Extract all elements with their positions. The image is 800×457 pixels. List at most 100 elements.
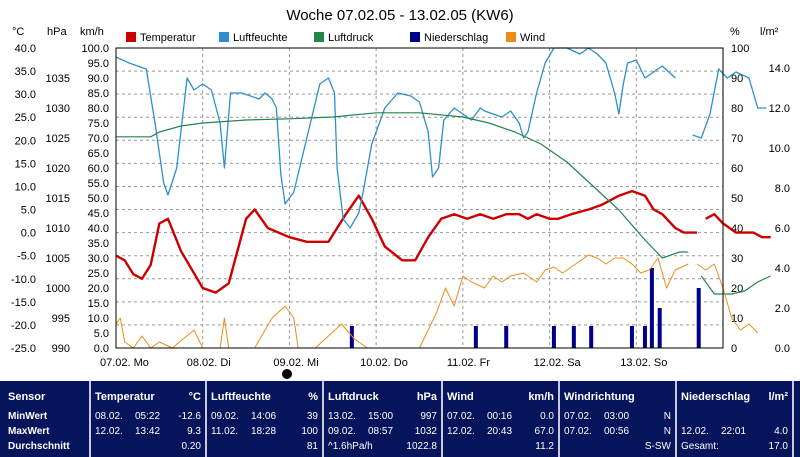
press-tick-label: 1010: [46, 223, 70, 235]
wind-time: 00:16: [487, 411, 513, 422]
luftdruck-time: 15:00: [368, 411, 394, 422]
humid-tick-label: 30: [731, 253, 743, 265]
wind-time: 20:43: [487, 426, 513, 437]
humid-unit-label: %: [730, 26, 740, 38]
temp-tick-label: 35.0: [15, 66, 36, 78]
temp-tick-label: -15.0: [11, 297, 36, 309]
luftfeuchte-value: 81: [306, 441, 318, 452]
windrichtung-time: 00:56: [604, 426, 630, 437]
temp-tick-label: 15.0: [15, 158, 36, 170]
rain-bar: [349, 326, 354, 348]
rain-bar: [589, 326, 594, 348]
rain-bars: [349, 268, 701, 348]
wind-tick-label: 0.0: [94, 343, 109, 355]
wind-tick-label: 75.0: [88, 118, 109, 130]
rain-bar: [649, 268, 654, 348]
wind-tick-label: 65.0: [88, 148, 109, 160]
rain-bar: [657, 308, 662, 348]
column-separator: [441, 381, 443, 457]
temp-tick-label: -10.0: [11, 274, 36, 286]
series-line-wind: [696, 263, 759, 334]
luftfeuchte-time: 18:28: [251, 426, 277, 437]
series-line-luftfeuchte: [115, 47, 676, 229]
wind-tick-label: 85.0: [88, 88, 109, 100]
temp-tick-label: -5.0: [17, 251, 36, 263]
x-tick-label: 08.02. Di: [187, 357, 231, 369]
press-tick-label: 1020: [46, 163, 70, 175]
press-tick-label: 1025: [46, 133, 70, 145]
luftfeuchte-header: Luftfeuchte: [211, 391, 271, 403]
luftfeuchte-time: 14:06: [251, 411, 277, 422]
luftfeuchte-date: 09.02.: [211, 411, 239, 422]
column-separator: [558, 381, 560, 457]
x-tick-label: 13.02. So: [620, 357, 667, 369]
press-tick-label: 1005: [46, 253, 70, 265]
temperatur-value: 9.3: [187, 426, 201, 437]
niederschlag-value: 17.0: [768, 441, 788, 452]
legend-label: Wind: [520, 32, 545, 44]
luftdruck-value: 1022.8: [406, 441, 437, 452]
humid-tick-label: 0: [731, 343, 737, 355]
rain-tick-label: 0.0: [775, 343, 790, 355]
column-separator: [675, 381, 677, 457]
chart-title: Woche 07.02.05 - 13.02.05 (KW6): [286, 7, 513, 24]
wind-tick-label: 95.0: [88, 58, 109, 70]
temperatur-time: 13:42: [135, 426, 161, 437]
series-line-temperatur: [115, 189, 697, 294]
moon-phase-icon: [282, 369, 292, 379]
legend-swatch: [314, 32, 324, 42]
column-separator: [792, 381, 794, 457]
legend-swatch: [506, 32, 516, 42]
sensor-row-label: MaxWert: [8, 426, 50, 437]
luftfeuchte-value: 39: [306, 411, 318, 422]
legend-label: Luftdruck: [328, 32, 374, 44]
wind-tick-label: 30.0: [88, 253, 109, 265]
temp-tick-label: -25.0: [11, 343, 36, 355]
wind-tick-label: 80.0: [88, 103, 109, 115]
wind-tick-label: 45.0: [88, 208, 109, 220]
wind-tick-label: 60.0: [88, 163, 109, 175]
temperatur-unit: °C: [188, 391, 201, 403]
wind-tick-label: 5.0: [94, 328, 109, 340]
rain-tick-label: 6.0: [775, 223, 790, 235]
column-separator: [205, 381, 207, 457]
rain-tick-label: 4.0: [775, 263, 790, 275]
wind-date: 12.02.: [447, 426, 475, 437]
wind-tick-label: 25.0: [88, 268, 109, 280]
weather-chart: Woche 07.02.05 - 13.02.05 (KW6) °C hPa k…: [11, 7, 790, 379]
rain-bar: [629, 326, 634, 348]
column-separator: [322, 381, 324, 457]
luftfeuchte-value: 100: [301, 426, 318, 437]
windrichtung-value: S-SW: [644, 441, 671, 452]
wind-tick-label: 55.0: [88, 178, 109, 190]
legend-swatch: [126, 32, 136, 42]
windrichtung-value: N: [663, 411, 671, 422]
windrichtung-date: 07.02.: [564, 426, 592, 437]
windrichtung-date: 07.02.: [564, 411, 592, 422]
temp-tick-label: 40.0: [15, 43, 36, 55]
rain-tick-label: 10.0: [769, 143, 790, 155]
press-tick-label: 1000: [46, 283, 70, 295]
wind-tick-label: 100.0: [81, 43, 109, 55]
rain-bar: [571, 326, 576, 348]
press-unit-label: hPa: [47, 26, 67, 38]
wind-tick-label: 10.0: [88, 313, 109, 325]
humid-tick-label: 50: [731, 193, 743, 205]
niederschlag-time: 22:01: [721, 426, 747, 437]
temp-tick-label: 25.0: [15, 112, 36, 124]
press-tick-label: 1030: [46, 103, 70, 115]
x-tick-label: 10.02. Do: [360, 357, 408, 369]
series-line-wind: [115, 254, 689, 349]
humid-tick-label: 60: [731, 163, 743, 175]
niederschlag-date: 12.02.: [681, 426, 709, 437]
rain-tick-label: 14.0: [769, 63, 790, 75]
x-tick-label: 07.02. Mo: [100, 357, 149, 369]
temp-tick-label: 0.0: [21, 228, 36, 240]
grid: [116, 48, 723, 348]
wind-unit-label: km/h: [80, 26, 104, 38]
series-line-luftfeuchte: [692, 68, 767, 139]
legend-label: Temperatur: [140, 32, 196, 44]
wind-value: 11.2: [535, 441, 554, 452]
legend-label: Luftfeuchte: [233, 32, 287, 44]
luftdruck-date: ^1.6hPa/h: [328, 441, 373, 452]
